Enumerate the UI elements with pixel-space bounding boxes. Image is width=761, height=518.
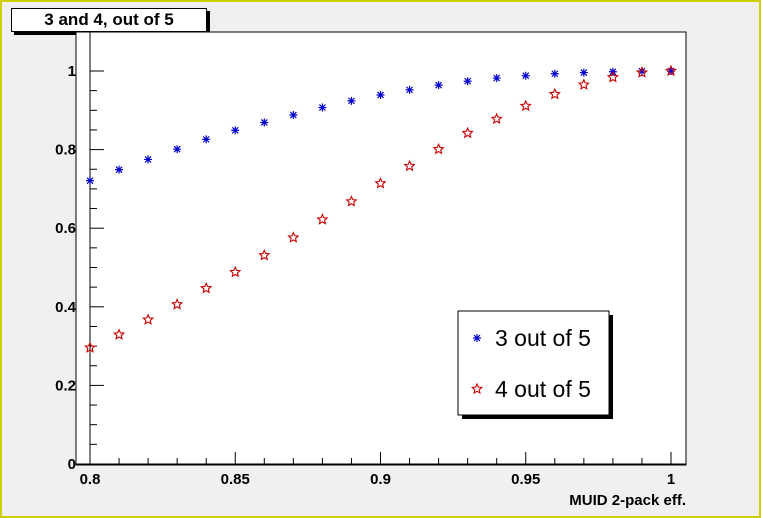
asterisk-point — [318, 103, 327, 112]
y-tick-label: 0.6 — [55, 220, 76, 237]
x-tick-label: 0.9 — [370, 471, 391, 488]
legend-asterisk-marker — [473, 334, 481, 342]
asterisk-point — [115, 165, 124, 174]
star-point — [403, 159, 416, 172]
star-point — [316, 213, 329, 225]
y-tick-label: 0.4 — [55, 299, 77, 316]
star-point — [664, 64, 678, 77]
star-point — [635, 66, 649, 78]
asterisk-point — [173, 145, 182, 154]
legend-entry-label: 4 out of 5 — [495, 376, 591, 402]
chart-title: 3 and 4, out of 5 — [11, 8, 207, 32]
legend-entry-label: 3 out of 5 — [495, 325, 591, 351]
asterisk-point — [550, 69, 559, 78]
star-point — [287, 231, 300, 243]
y-tick-label: 0.2 — [55, 377, 76, 394]
x-tick-label: 1 — [667, 471, 675, 488]
asterisk-point — [376, 90, 385, 99]
asterisk-point — [260, 118, 269, 127]
star-point — [606, 70, 619, 83]
star-point — [432, 142, 445, 155]
y-tick-label: 0.8 — [55, 142, 76, 159]
asterisk-point — [86, 176, 94, 185]
star-point — [229, 265, 242, 278]
asterisk-point — [202, 135, 211, 144]
asterisk-point — [492, 74, 501, 83]
star-point — [548, 87, 561, 100]
asterisk-point — [667, 67, 675, 75]
asterisk-point — [637, 67, 646, 76]
star-point — [112, 328, 126, 340]
asterisk-point — [405, 85, 414, 94]
star-point — [83, 341, 97, 353]
star-point — [519, 99, 532, 112]
star-point — [200, 281, 213, 294]
y-tick-label: 1 — [68, 63, 76, 80]
y-tick-label: 0 — [68, 456, 76, 473]
asterisk-point — [144, 155, 153, 164]
star-point — [345, 195, 358, 207]
legend-box — [457, 310, 610, 416]
asterisk-point — [521, 71, 530, 80]
star-point — [374, 177, 387, 189]
asterisk-point — [434, 81, 443, 90]
star-point — [171, 298, 184, 310]
asterisk-point — [231, 126, 240, 135]
asterisk-point — [347, 96, 356, 105]
star-point — [142, 313, 155, 325]
x-axis-title: MUID 2-pack eff. — [569, 492, 686, 509]
asterisk-point — [463, 77, 472, 86]
legend: 3 out of 5 4 out of 5 — [470, 325, 591, 402]
asterisk-point — [289, 111, 298, 120]
star-point — [490, 112, 503, 125]
star-point — [258, 248, 271, 261]
asterisk-point — [579, 68, 588, 77]
axes: 0.8 0.85 0.9 0.95 1 0 0.2 0.4 0.6 0.8 1 — [55, 32, 686, 488]
x-tick-label: 0.85 — [221, 471, 250, 488]
x-tick-label: 0.8 — [80, 471, 101, 488]
legend-star-marker — [470, 382, 484, 395]
data-points — [83, 64, 678, 353]
star-point — [461, 126, 474, 139]
star-point — [577, 78, 590, 90]
x-tick-label: 0.95 — [511, 471, 540, 488]
